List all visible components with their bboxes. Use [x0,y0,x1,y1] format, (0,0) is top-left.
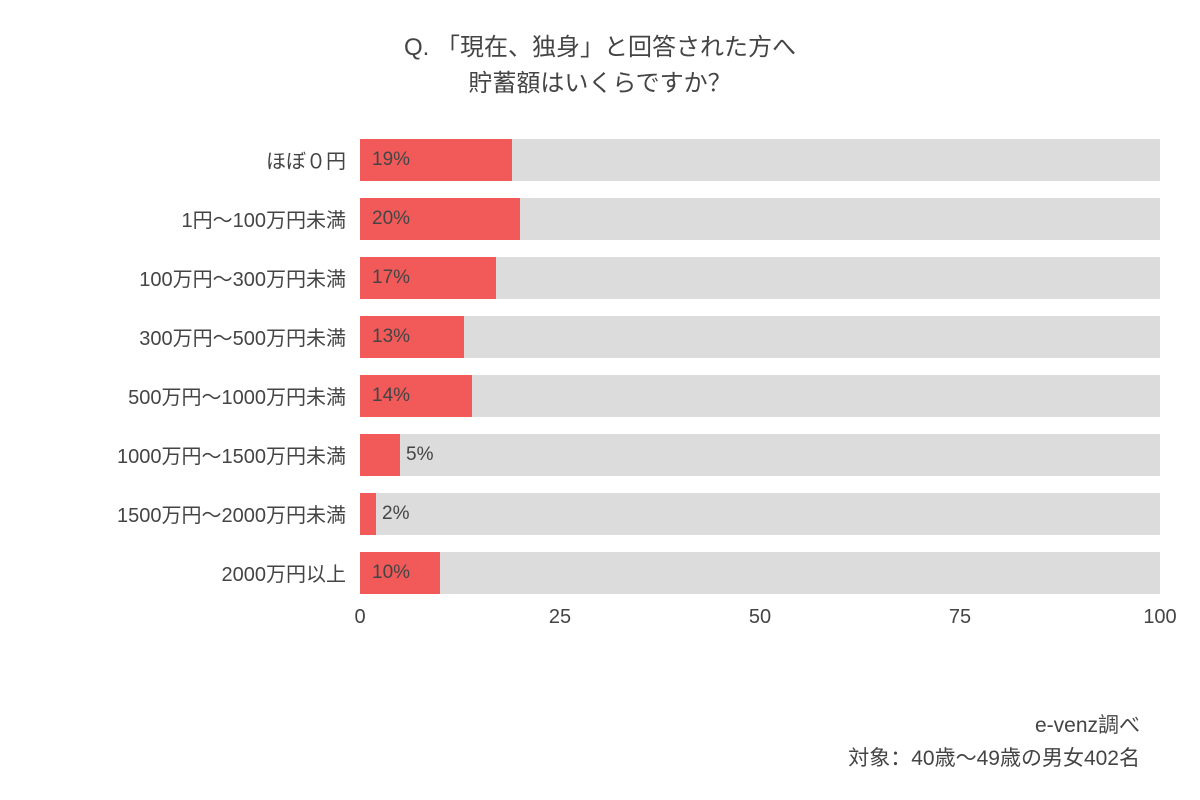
bar-track: 17% [360,257,1160,299]
footer-sample: 対象：40歳〜49歳の男女402名 [848,742,1140,776]
chart-title: Q. 「現在、独身」と回答された方へ 貯蓄額はいくらですか？ [60,30,1140,102]
chart-row: 500万円〜1000万円未満14% [360,368,1160,423]
bar-track: 14% [360,375,1160,417]
x-axis-tick: 50 [749,606,771,629]
category-label: 1000万円〜1500万円未満 [117,440,360,469]
bar-track: 20% [360,198,1160,240]
bar-fill [360,434,400,476]
category-label: 300万円〜500万円未満 [139,322,360,351]
footer-source: e-venz調べ [848,709,1140,743]
category-label: 2000万円以上 [222,558,361,587]
chart-title-line2: 貯蓄額はいくらですか？ [60,66,1140,102]
bar-track: 5% [360,434,1160,476]
bar-track: 13% [360,316,1160,358]
bar-value-label: 17% [372,267,410,289]
bar-track: 19% [360,139,1160,181]
bar-value-label: 13% [372,326,410,348]
x-axis: 0255075100 [360,606,1160,636]
chart-row: 1円〜100万円未満20% [360,191,1160,246]
bar-track: 10% [360,552,1160,594]
category-label: ほぼ０円 [266,145,360,174]
bar-value-label: 10% [372,562,410,584]
bar-value-label: 5% [406,444,433,466]
category-label: 1円〜100万円未満 [182,204,361,233]
x-axis-tick: 75 [949,606,971,629]
bar-value-label: 20% [372,208,410,230]
chart-title-line1: Q. 「現在、独身」と回答された方へ [60,30,1140,66]
chart-footer: e-venz調べ 対象：40歳〜49歳の男女402名 [848,709,1140,776]
chart-row: ほぼ０円19% [360,132,1160,187]
bar-track: 2% [360,493,1160,535]
bar-value-label: 2% [382,503,409,525]
category-label: 1500万円〜2000万円未満 [117,499,360,528]
chart-row: 1000万円〜1500万円未満5% [360,427,1160,482]
horizontal-bar-chart: ほぼ０円19%1円〜100万円未満20%100万円〜300万円未満17%300万… [360,132,1160,636]
x-axis-tick: 100 [1143,606,1176,629]
category-label: 100万円〜300万円未満 [139,263,360,292]
bar-fill [360,493,376,535]
x-axis-tick: 0 [354,606,365,629]
chart-row: 100万円〜300万円未満17% [360,250,1160,305]
category-label: 500万円〜1000万円未満 [128,381,360,410]
chart-row: 300万円〜500万円未満13% [360,309,1160,364]
chart-row: 1500万円〜2000万円未満2% [360,486,1160,541]
chart-row: 2000万円以上10% [360,545,1160,600]
bar-value-label: 19% [372,149,410,171]
x-axis-tick: 25 [549,606,571,629]
bar-value-label: 14% [372,385,410,407]
